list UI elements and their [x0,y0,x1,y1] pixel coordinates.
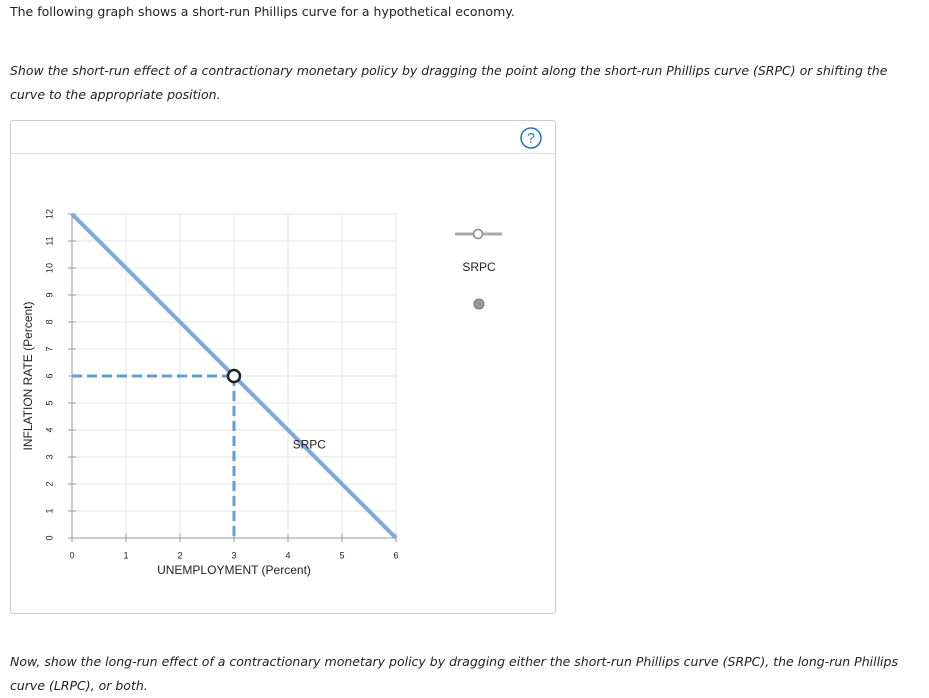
y-tick-label: 9 [44,292,54,297]
legend-line-handle[interactable] [472,228,484,240]
help-icon[interactable]: ? [527,130,535,146]
y-tick-label: 5 [44,400,54,405]
help-button[interactable] [520,127,542,149]
y-tick-label: 8 [44,319,54,324]
x-tick-label: 2 [177,550,182,560]
x-tick-label: 4 [285,550,290,560]
x-tick-label: 0 [69,550,74,560]
x-axis-label: UNEMPLOYMENT (Percent) [157,563,311,577]
y-tick-label: 4 [44,427,54,432]
followup-text: Now, show the long-run effect of a contr… [10,654,898,693]
x-tick-label: 6 [393,550,398,560]
curve-label: SRPC [293,437,327,451]
legend-point-icon[interactable] [473,298,485,310]
x-tick-label: 1 [123,550,128,560]
y-tick-label: 10 [44,263,54,273]
y-tick-label: 1 [44,508,54,513]
instruction-text: Show the short-run effect of a contracti… [10,63,888,102]
y-tick-label: 7 [44,346,54,351]
intro-text: The following graph shows a short-run Ph… [10,4,515,19]
y-tick-label: 0 [44,535,54,540]
y-tick-label: 12 [44,209,54,219]
equilibrium-point[interactable] [226,368,242,384]
x-tick-label: 3 [231,550,236,560]
y-axis-label: INFLATION RATE (Percent) [21,302,35,451]
graph-panel [10,120,556,614]
y-tick-label: 11 [44,236,54,245]
y-tick-label: 3 [44,454,54,459]
legend-label: SRPC [462,260,496,274]
x-tick-label: 5 [339,550,344,560]
y-tick-label: 6 [44,373,54,378]
y-tick-label: 2 [44,481,54,486]
legend: SRPC [455,228,502,310]
